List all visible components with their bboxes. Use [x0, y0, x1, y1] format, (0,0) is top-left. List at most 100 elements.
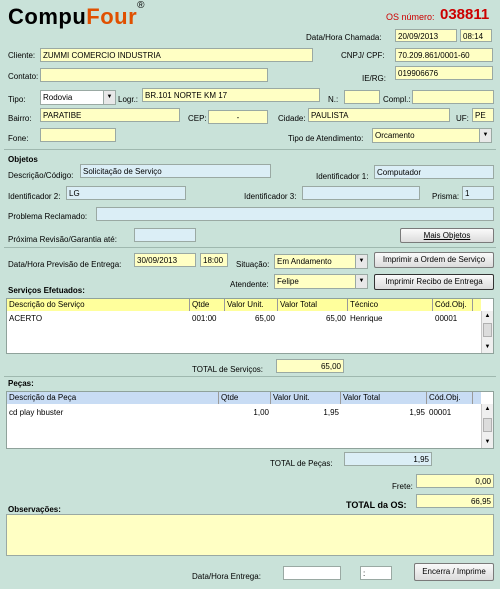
scroll-up-icon[interactable]: ▲: [484, 406, 491, 412]
revisao-field[interactable]: [134, 228, 196, 242]
chamada-time-field[interactable]: 08:14: [460, 29, 492, 42]
pecas-col-valor-total[interactable]: Valor Total: [341, 392, 427, 404]
table-cell: 001:00: [192, 314, 217, 323]
bairro-field[interactable]: PARATIBE: [40, 108, 180, 122]
chevron-down-icon[interactable]: ▼: [355, 275, 367, 288]
pecas-col-valor-unit[interactable]: Valor Unit.: [271, 392, 341, 404]
servicos-header-row: Descrição do Serviço Qtde Valor Unit. Va…: [7, 299, 481, 311]
servicos-section-title: Serviços Efetuados:: [8, 286, 85, 295]
total-os-label: TOTAL da OS:: [346, 500, 407, 510]
chamada-label: Data/Hora Chamada:: [306, 33, 382, 42]
encerra-imprime-button[interactable]: Encerra / Imprime: [414, 563, 494, 581]
pecas-col-cod-obj[interactable]: Cód.Obj.: [427, 392, 473, 404]
brand-registered-mark: ®: [137, 0, 146, 11]
scroll-up-icon[interactable]: ▲: [484, 313, 491, 319]
table-cell: 65,00: [325, 314, 346, 323]
table-cell: 1,95: [323, 408, 339, 417]
previsao-date-field[interactable]: 30/09/2013: [134, 253, 196, 267]
observacoes-field[interactable]: [6, 514, 494, 556]
os-number: 038811: [440, 6, 490, 23]
pecas-table[interactable]: Descrição da Peça Qtde Valor Unit. Valor…: [6, 391, 494, 449]
ident3-label: Identificador 3:: [244, 192, 297, 201]
entrega-date-field[interactable]: [283, 566, 341, 580]
servicos-col-descricao[interactable]: Descrição do Serviço: [7, 299, 190, 311]
cnpj-label: CNPJ/ CPF:: [341, 51, 385, 60]
prisma-field[interactable]: 1: [462, 186, 494, 200]
chamada-date-field[interactable]: 20/09/2013: [395, 29, 457, 42]
frete-label: Frete:: [392, 482, 413, 491]
servicos-col-tecnico[interactable]: Técnico: [348, 299, 433, 311]
servicos-col-valor-total[interactable]: Valor Total: [278, 299, 348, 311]
situacao-label: Situação:: [236, 260, 270, 269]
table-row[interactable]: ACERTO 001:00 65,00 65,00 Henrique 00001: [7, 313, 481, 325]
cidade-field[interactable]: PAULISTA: [308, 108, 450, 122]
frete-field[interactable]: 0,00: [416, 474, 494, 488]
servicos-col-qtde[interactable]: Qtde: [190, 299, 225, 311]
ierg-field[interactable]: 019906676: [395, 66, 493, 80]
contato-field[interactable]: [40, 68, 268, 82]
revisao-label: Próxima Revisão/Garantia até:: [8, 235, 117, 244]
ident1-field[interactable]: Computador: [374, 165, 494, 179]
scroll-thumb[interactable]: [483, 323, 492, 337]
numero-field[interactable]: [344, 90, 380, 104]
bairro-label: Bairro:: [8, 114, 32, 123]
scroll-down-icon[interactable]: ▼: [484, 344, 491, 350]
tipo-select[interactable]: Rodovia ▼: [40, 90, 116, 105]
cnpj-field[interactable]: 70.209.861/0001-60: [395, 48, 493, 62]
tipo-atendimento-select[interactable]: Orcamento ▼: [372, 128, 492, 143]
brand-name-compu: Compu: [8, 4, 87, 29]
atendente-value: Felipe: [277, 277, 299, 286]
tipo-atendimento-label: Tipo de Atendimento:: [288, 134, 364, 143]
uf-field[interactable]: PE: [472, 108, 494, 122]
table-row[interactable]: cd play hbuster 1,00 1,95 1,95 00001: [7, 407, 481, 419]
descricao-field[interactable]: Solicitação de Serviço: [80, 164, 271, 178]
scroll-down-icon[interactable]: ▼: [484, 439, 491, 445]
pecas-col-descricao[interactable]: Descrição da Peça: [7, 392, 219, 404]
divider: [4, 376, 496, 377]
ident2-label: Identificador 2:: [8, 192, 61, 201]
table-cell: 00001: [435, 314, 458, 323]
fone-field[interactable]: [40, 128, 116, 142]
chevron-down-icon[interactable]: ▼: [103, 91, 115, 104]
imprimir-recibo-button[interactable]: Imprimir Recibo de Entrega: [374, 274, 494, 290]
total-pecas-label: TOTAL de Peças:: [270, 459, 333, 468]
total-servicos-field: 65,00: [276, 359, 344, 373]
pecas-col-qtde[interactable]: Qtde: [219, 392, 271, 404]
cliente-field[interactable]: ZUMMI COMERCIO INDUSTRIA: [40, 48, 313, 62]
compl-label: Compl.:: [383, 95, 411, 104]
contato-label: Contato:: [8, 72, 39, 81]
mais-objetos-button[interactable]: Mais Objetos: [400, 228, 494, 243]
uf-label: UF:: [456, 114, 469, 123]
entrega-label: Data/Hora Entrega:: [192, 572, 261, 581]
total-os-field: 66,95: [416, 494, 494, 508]
ident1-label: Identificador 1:: [316, 172, 369, 181]
numero-label: N.:: [328, 95, 339, 104]
servicos-scrollbar[interactable]: ▲ ▼: [481, 311, 493, 353]
cidade-label: Cidade:: [278, 114, 306, 123]
chevron-down-icon[interactable]: ▼: [479, 129, 491, 142]
pecas-scrollbar[interactable]: ▲ ▼: [481, 404, 493, 448]
problema-field[interactable]: [96, 207, 494, 221]
imprimir-os-button[interactable]: Imprimir a Ordem de Serviço: [374, 252, 494, 268]
problema-label: Problema Reclamado:: [8, 212, 88, 221]
situacao-select[interactable]: Em Andamento ▼: [274, 254, 368, 269]
cep-label: CEP:: [188, 114, 207, 123]
cliente-label: Cliente:: [8, 51, 36, 60]
logr-field[interactable]: BR.101 NORTE KM 17: [142, 88, 320, 102]
previsao-label: Data/Hora Previsão de Entrega:: [8, 260, 122, 269]
entrega-time-field[interactable]: :: [360, 566, 392, 580]
ident3-field[interactable]: [302, 186, 420, 200]
scroll-thumb[interactable]: [483, 418, 492, 432]
chevron-down-icon[interactable]: ▼: [355, 255, 367, 268]
atendente-select[interactable]: Felipe ▼: [274, 274, 368, 289]
servicos-table[interactable]: Descrição do Serviço Qtde Valor Unit. Va…: [6, 298, 494, 354]
cep-field[interactable]: -: [208, 110, 268, 124]
servicos-col-valor-unit[interactable]: Valor Unit.: [225, 299, 278, 311]
table-cell: cd play hbuster: [9, 408, 64, 417]
observacoes-label: Observações:: [8, 505, 61, 514]
compl-field[interactable]: [412, 90, 494, 104]
previsao-time-field[interactable]: 18:00: [200, 253, 228, 267]
table-cell: 1,00: [253, 408, 269, 417]
ident2-field[interactable]: LG: [66, 186, 186, 200]
servicos-col-cod-obj[interactable]: Cód.Obj.: [433, 299, 473, 311]
